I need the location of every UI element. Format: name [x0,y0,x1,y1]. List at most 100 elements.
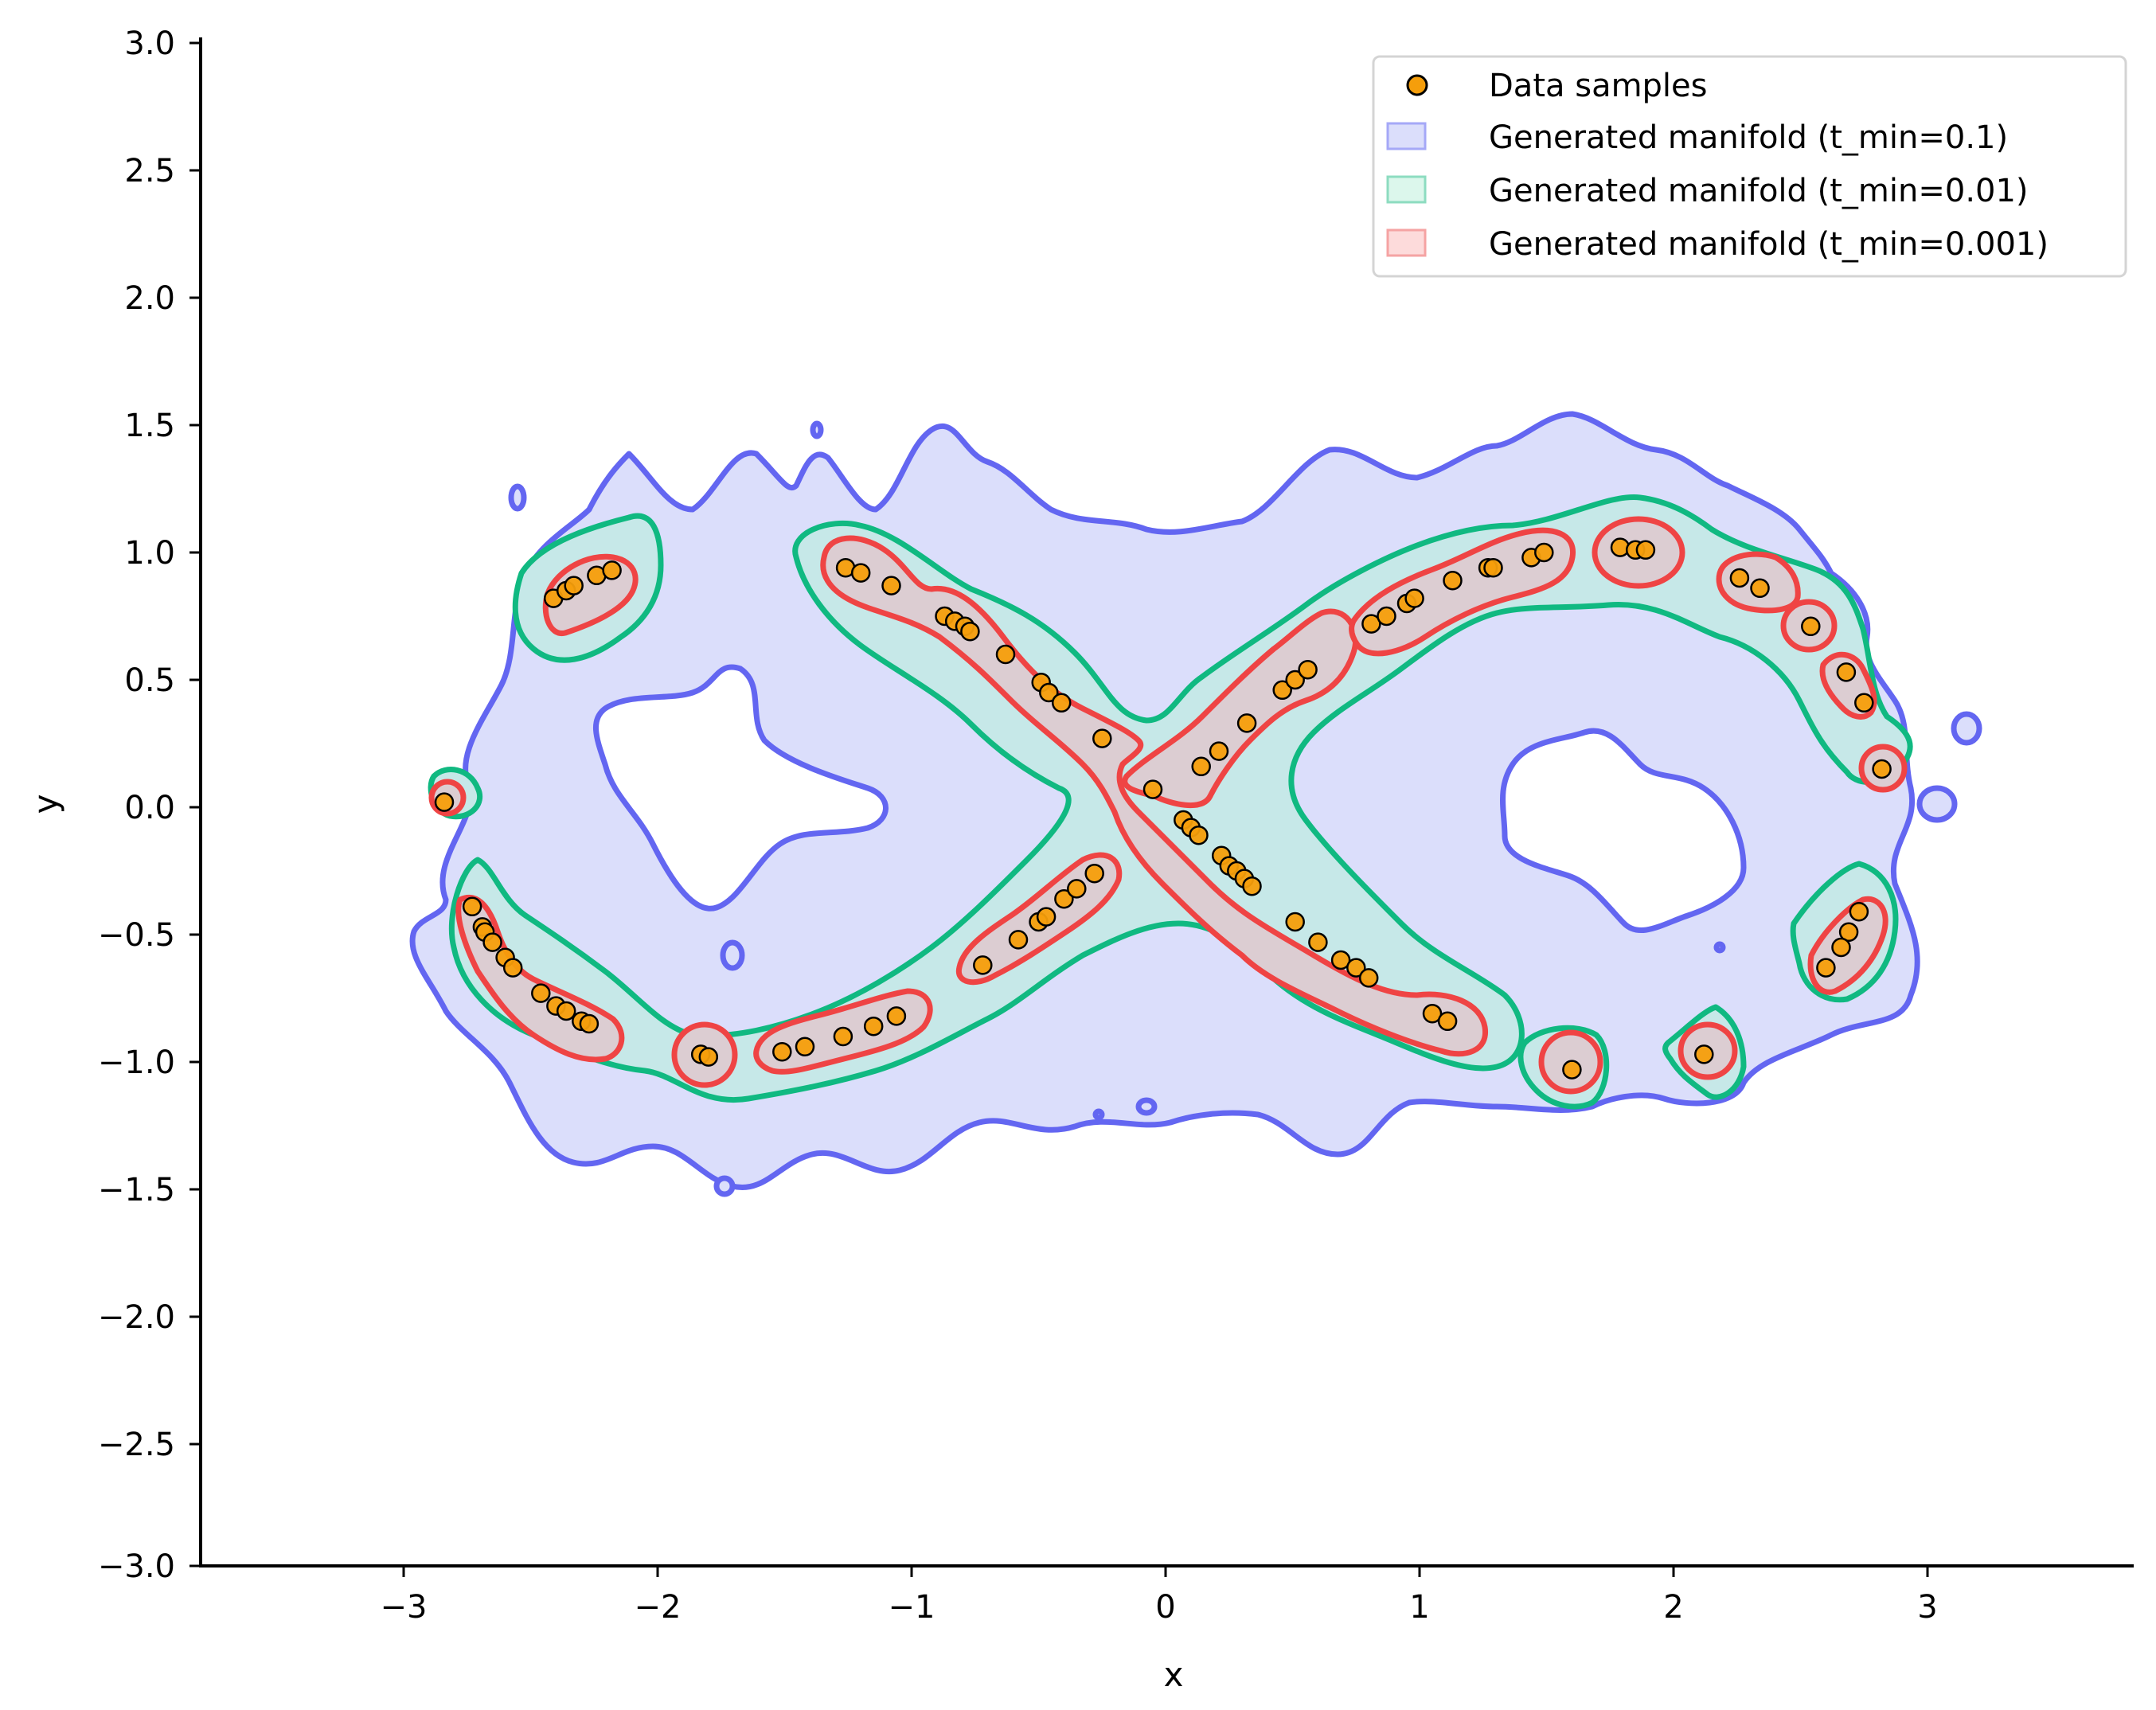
data-sample-point [1039,682,1059,703]
data-sample-point [960,621,980,642]
data-sample-point [1008,930,1029,950]
data-sample-point [1838,922,1859,943]
data-sample-point [973,955,993,975]
data-sample-point [1801,616,1821,637]
y-tick-label: 0.0 [124,790,175,826]
data-sample-point [1092,728,1112,748]
y-axis-label: y [26,794,65,814]
red-patch-icon [1386,228,1427,257]
data-sample-point [502,958,523,978]
data-sample-point [1142,779,1163,799]
data-sample-point [556,1001,576,1021]
data-sample-point [1084,863,1104,884]
data-sample-point [795,1037,815,1057]
orange-marker-icon [1406,74,1428,96]
legend-item-tmin-0.001: Generated manifold (t_min=0.001) [1386,226,2049,263]
data-sample-point [1067,879,1087,899]
y-tick-label: −2.5 [98,1427,175,1463]
x-axis-label: x [1164,1655,1184,1694]
data-sample-point [1849,901,1869,922]
x-axis-ticks: −3 −2 −1 0 1 2 3 [381,1566,1938,1626]
data-sample-point [602,560,622,580]
data-sample-point [1729,568,1750,588]
y-tick-label: −1.5 [98,1172,175,1208]
data-samples-scatter [434,537,1892,1079]
data-sample-point [1404,588,1424,608]
data-sample-point [1816,958,1836,978]
x-tick-label: −2 [635,1589,682,1626]
data-sample-point [1836,662,1857,682]
x-tick-label: −1 [889,1589,935,1626]
data-sample-point [1189,825,1209,845]
data-sample-point [863,1016,884,1037]
data-sample-point [1854,693,1874,713]
legend-item-data-samples: Data samples [1406,68,1708,104]
data-sample-point [886,1006,907,1026]
y-tick-label: 1.5 [124,408,175,444]
data-sample-point [995,644,1016,665]
y-tick-label: 1.0 [124,535,175,572]
x-tick-label: 0 [1155,1589,1175,1626]
data-sample-point [833,1026,853,1047]
legend-item-tmin-0.1: Generated manifold (t_min=0.1) [1386,119,2008,156]
data-sample-point [1872,759,1892,779]
data-sample-point [850,563,871,583]
x-tick-label: 3 [1917,1589,1937,1626]
data-sample-point [1209,741,1229,761]
data-sample-point [462,896,482,917]
data-sample-point [1562,1060,1582,1079]
data-sample-point [1285,912,1305,932]
legend-label: Generated manifold (t_min=0.1) [1489,119,2008,156]
data-sample-point [1298,659,1318,680]
data-sample-point [1054,888,1074,909]
data-sample-point [434,792,455,812]
data-sample-point [531,983,551,1003]
data-sample-point [1377,606,1396,627]
data-sample-point [1036,907,1057,927]
data-sample-point [1534,542,1554,563]
data-sample-point [564,576,584,595]
x-tick-label: 1 [1409,1589,1429,1626]
x-tick-label: 2 [1663,1589,1683,1626]
y-tick-label: 2.0 [124,280,175,317]
data-sample-point [1285,670,1305,690]
legend-label: Data samples [1489,68,1708,104]
x-tick-label: −3 [381,1589,428,1626]
y-tick-label: −1.0 [98,1044,175,1081]
blue-patch-icon [1386,122,1427,150]
y-axis-ticks: 3.0 2.5 2.0 1.5 1.0 0.5 0.0 −0.5 −1.0 −1… [98,25,201,1585]
y-tick-label: −3.0 [98,1548,175,1585]
data-sample-point [1272,680,1292,701]
data-sample-point [1361,614,1381,634]
data-sample-point [1483,557,1503,578]
data-sample-point [1750,578,1770,599]
data-sample-point [1242,876,1262,896]
legend: Data samples Generated manifold (t_min=0… [1372,55,2127,278]
data-sample-point [1635,540,1656,560]
legend-frame [1372,55,2127,278]
green-patch-icon [1386,175,1427,204]
data-sample-point [1422,1003,1443,1024]
data-sample-point [698,1047,719,1067]
data-sample-point [881,576,901,595]
data-sample-point [1694,1044,1714,1064]
data-sample-point [1051,693,1072,713]
y-tick-label: −2.0 [98,1299,175,1336]
legend-label: Generated manifold (t_min=0.001) [1489,226,2049,263]
data-sample-point [482,932,502,952]
data-sample-point [1831,937,1851,958]
legend-item-tmin-0.01: Generated manifold (t_min=0.01) [1386,173,2029,209]
y-tick-label: −0.5 [98,917,175,954]
plot-area [409,411,1982,1197]
legend-label: Generated manifold (t_min=0.01) [1489,173,2029,209]
data-sample-point [1346,958,1366,978]
data-sample-point [579,1013,600,1034]
data-sample-point [772,1041,792,1062]
y-tick-label: 0.5 [124,662,175,699]
y-tick-label: 3.0 [124,25,175,62]
data-sample-point [1330,950,1351,970]
y-tick-label: 2.5 [124,153,175,189]
data-sample-point [1437,1011,1458,1032]
data-sample-point [1308,932,1328,952]
